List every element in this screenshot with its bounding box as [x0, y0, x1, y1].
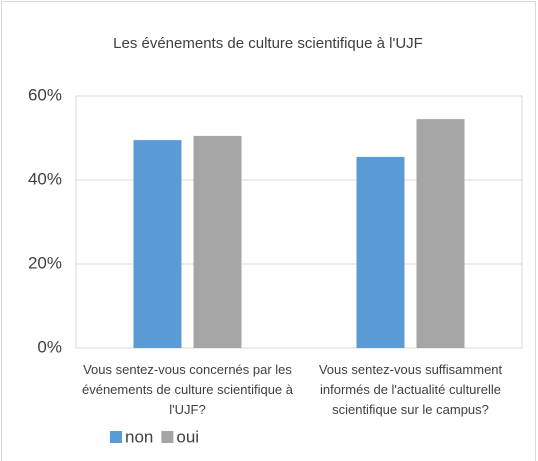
bar	[193, 135, 242, 348]
legend-swatch	[110, 431, 122, 443]
y-tick-label: 20%	[28, 253, 62, 272]
y-tick-label: 0%	[37, 337, 62, 356]
bar	[416, 119, 465, 348]
y-tick-label: 60%	[28, 85, 62, 104]
x-tick-label: Vous sentez-vous suffisamment informés d…	[318, 362, 503, 417]
legend-label: oui	[176, 427, 199, 446]
legend-label: non	[125, 427, 153, 446]
legend-swatch	[161, 431, 174, 443]
x-tick-label: Vous sentez-vous concernés par les événe…	[81, 362, 293, 417]
bar	[356, 156, 405, 348]
y-tick-label: 40%	[28, 169, 62, 188]
chart-title: Les événements de culture scientifique à…	[113, 35, 423, 52]
bar	[133, 140, 182, 348]
